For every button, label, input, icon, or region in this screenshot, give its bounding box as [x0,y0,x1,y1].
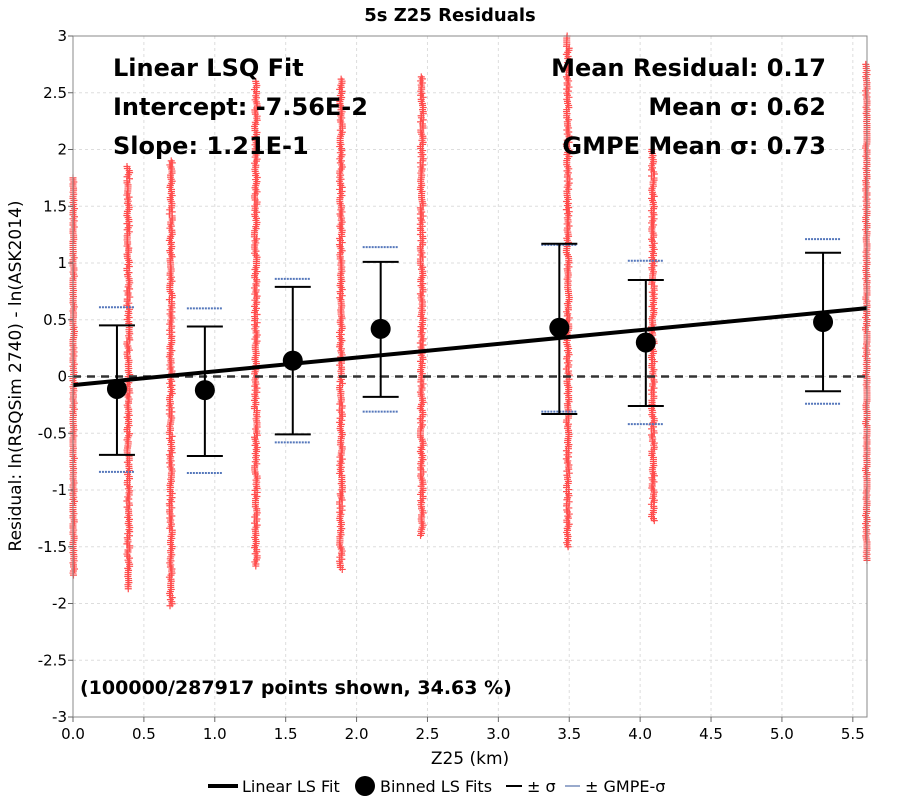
binned-ls-fits [106,312,834,401]
y-tick-label: 1.5 [43,197,67,215]
legend-label-sigma: ± σ [527,777,556,796]
y-tick-label: 0 [57,368,67,386]
y-tick-label: 2.5 [43,84,67,102]
y-tick-label: -1.5 [38,538,67,556]
y-axis-ticks: -3 -2.5 -2 -1.5 -1 -0.5 0 0.5 1 1.5 2 2.5 3 [38,27,73,726]
slope-annotation: Slope: 1.21E-1 [113,132,309,160]
scatter-column [647,146,658,525]
mean-residual-annotation: Mean Residual: 0.17 [551,54,826,82]
y-tick-label: 3 [57,27,67,45]
binned-fit-point [549,317,570,338]
y-tick-label: -1 [52,481,67,499]
x-tick-label: 5.5 [841,725,865,743]
scatter-column [416,73,427,539]
x-tick-label: 1.5 [274,725,298,743]
legend-label-linear-fit: Linear LS Fit [242,777,340,796]
x-tick-label: 0.5 [132,725,156,743]
scatter-column [335,75,346,573]
y-tick-label: -3 [52,708,67,726]
fit-title-annotation: Linear LSQ Fit [113,54,304,82]
y-tick-label: -2 [52,595,67,613]
binned-fit-point [370,318,391,339]
y-tick-label: 2 [57,141,67,159]
x-tick-label: 1.0 [203,725,227,743]
y-axis-label: Residual: ln(RSQSim 2740) - ln(ASK2014) [6,201,26,552]
x-tick-label: 3.0 [486,725,510,743]
y-tick-label: -0.5 [38,424,67,442]
scatter-column [250,77,261,570]
y-tick-label: 0.5 [43,311,67,329]
scatter-points-path [165,157,176,610]
mean-sigma-annotation: Mean σ: 0.62 [648,93,826,121]
legend: Linear LS Fit Binned LS Fits ± σ ± GMPE-… [208,776,665,796]
plot-area [69,32,871,718]
binned-fit-point [813,312,834,333]
x-tick-label: 4.0 [628,725,652,743]
x-tick-label: 3.5 [557,725,581,743]
legend-label-gmpe-sigma: ± GMPE-σ [585,777,665,796]
x-axis-ticks: 0.0 0.5 1.0 1.5 2.0 2.5 3.0 3.5 4.0 4.5 5.0 5.5 [61,717,865,743]
x-tick-label: 0.0 [61,725,85,743]
chart-title: 5s Z25 Residuals [364,5,536,26]
scatter-points [69,32,871,610]
y-tick-label: -2.5 [38,651,67,669]
gmpe-sigma-bars [98,238,842,474]
binned-fit-point [282,350,303,371]
binned-fit-point [194,380,215,401]
x-tick-label: 5.0 [770,725,794,743]
scatter-points-path [416,73,427,539]
points-shown-annotation: (100000/287917 points shown, 34.63 %) [80,677,512,699]
linear-fit-line [72,306,868,388]
scatter-points-path [647,146,658,525]
gmpe-mean-sigma-annotation: GMPE Mean σ: 0.73 [562,132,826,160]
scatter-points-path [123,163,134,593]
binned-fit-point [635,332,656,353]
binned-fit-point [106,378,127,399]
x-axis-label: Z25 (km) [431,749,509,769]
scatter-column [123,163,134,593]
legend-label-binned-fits: Binned LS Fits [380,777,492,796]
x-tick-label: 2.0 [345,725,369,743]
intercept-annotation: Intercept: -7.56E-2 [113,93,368,121]
x-tick-label: 4.5 [699,725,723,743]
y-tick-label: 1 [57,254,67,272]
scatter-column [165,157,176,610]
scatter-points-path [250,77,261,570]
legend-binned-swatch [355,776,375,796]
scatter-points-path [335,75,346,573]
x-tick-label: 2.5 [416,725,440,743]
